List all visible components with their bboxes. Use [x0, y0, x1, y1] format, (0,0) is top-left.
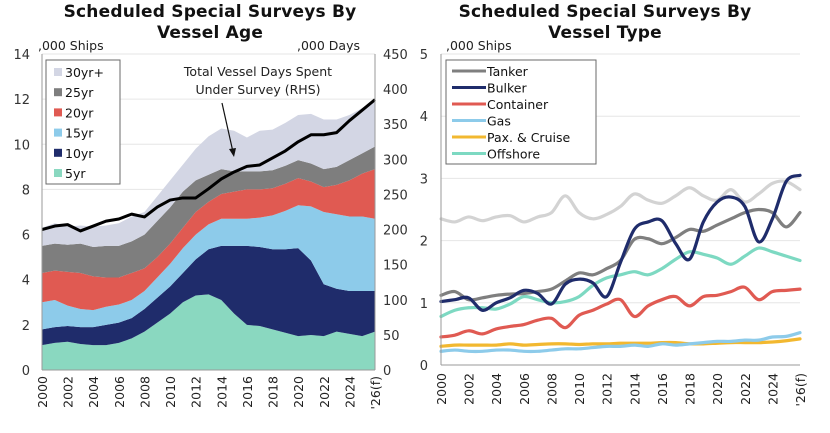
y-tick-label: 0 [420, 359, 428, 374]
y2-tick-label: 300 [383, 153, 408, 168]
x-tick-label: 2018 [266, 376, 281, 408]
y-tick-label: 3 [420, 172, 428, 187]
area-15yr [42, 205, 375, 330]
y-tick-label: 2 [22, 319, 30, 334]
annotation-text: Total Vessel Days Spent [183, 64, 332, 79]
y2-tick-label: 350 [383, 118, 408, 133]
legend-box [445, 59, 597, 165]
chart-title-text: Scheduled Special Surveys By Vessel Type [458, 2, 752, 43]
area-20yr [42, 169, 375, 311]
y2-tick-label: 100 [383, 294, 408, 309]
y-tick-label: 14 [13, 48, 30, 63]
y-tick-label: 12 [13, 93, 30, 108]
legend-label: Pax. & Cruise [487, 130, 570, 145]
x-tick-label: 2022 [738, 373, 753, 405]
y-tick-label: 0 [22, 364, 30, 379]
y2-tick-label: 200 [383, 224, 408, 239]
area-10yr [42, 245, 375, 346]
x-tick-label: 2012 [189, 376, 204, 408]
legend-label: 10yr [65, 146, 94, 161]
line-offshore [439, 246, 802, 319]
x-tick-label: 2008 [544, 373, 559, 405]
y-tick-label: 8 [22, 183, 30, 198]
legend-label: 25yr [65, 85, 94, 100]
x-tick-label: '26(f) [368, 376, 383, 410]
x-tick-label: 2002 [462, 373, 477, 405]
x-tick-label: 2004 [489, 373, 504, 405]
chart-title-vessel-age: Scheduled Special Surveys By Vessel Age [40, 2, 380, 44]
chart-title-vessel-type: Scheduled Special Surveys By Vessel Type [440, 2, 770, 44]
total-days-line [41, 98, 376, 233]
x-tick-label: 2024 [342, 376, 357, 408]
y2-tick-label: 250 [383, 188, 408, 203]
y2-tick-label: 50 [383, 329, 400, 344]
y2-tick-label: 150 [383, 259, 408, 274]
annotation-arrow-line [221, 102, 234, 153]
x-tick-label: 2002 [61, 376, 76, 408]
x-tick-label: 2000 [35, 376, 50, 408]
line-bulker [439, 173, 802, 312]
y-tick-label: 5 [420, 48, 428, 63]
line-pax-cruise [439, 337, 802, 348]
x-tick-label: 2008 [137, 376, 152, 408]
chart-title-text: Scheduled Special Surveys By Vessel Age [63, 2, 357, 43]
line-container [439, 285, 802, 339]
legend-box [45, 59, 121, 185]
area-25yr [42, 146, 375, 278]
x-tick-label: 2014 [214, 376, 229, 408]
legend-label: Tanker [486, 64, 529, 79]
y-tick-label: 2 [420, 235, 428, 250]
y-tick-label: 4 [420, 110, 428, 125]
x-tick-label: 2018 [683, 373, 698, 405]
legend-label: Offshore [487, 147, 540, 162]
type-y-unit: ,000 Ships [446, 38, 512, 53]
x-tick-label: 2010 [163, 376, 178, 408]
legend-swatch [54, 68, 62, 76]
legend-swatch [54, 169, 62, 177]
x-tick-label: 2024 [765, 373, 780, 405]
legend-label: Bulker [487, 81, 527, 96]
y2-tick-label: 0 [383, 364, 391, 379]
x-tick-label: '26(f) [793, 373, 808, 407]
annotation-arrow-head [229, 148, 236, 157]
x-tick-label: 2006 [517, 373, 532, 405]
y-tick-label: 1 [420, 297, 428, 312]
right-y-unit: ,000 Days [297, 38, 361, 53]
legend-swatch [54, 148, 62, 157]
x-tick-label: 2010 [572, 373, 587, 405]
x-tick-label: 2006 [112, 376, 127, 408]
legend-swatch [54, 108, 62, 117]
area-30yr- [42, 99, 375, 247]
annotation-text: Under Survey (RHS) [195, 82, 320, 97]
y-tick-label: 10 [13, 138, 30, 153]
legend-label: Container [487, 97, 549, 112]
x-tick-label: 2016 [240, 376, 255, 408]
x-tick-label: 2022 [317, 376, 332, 408]
line-gas [439, 331, 802, 354]
x-tick-label: 2000 [434, 373, 449, 405]
line-unlabeled [439, 179, 802, 224]
x-tick-label: 2020 [710, 373, 725, 405]
legend-label: 15yr [65, 126, 94, 141]
x-tick-label: 2014 [627, 373, 642, 405]
legend-label: 30yr+ [65, 65, 104, 80]
left-y-unit: ,000 Ships [38, 38, 104, 53]
legend-label: Gas [487, 114, 511, 129]
legend-label: 5yr [65, 166, 86, 181]
y-tick-label: 6 [22, 229, 30, 244]
y-tick-label: 4 [22, 274, 30, 289]
legend-swatch [54, 128, 62, 137]
x-tick-label: 2012 [600, 373, 615, 405]
x-tick-label: 2016 [655, 373, 670, 405]
x-tick-label: 2004 [86, 376, 101, 408]
y2-tick-label: 450 [383, 48, 408, 63]
legend-swatch [54, 88, 62, 97]
area-5yr [42, 294, 375, 370]
y2-tick-label: 400 [383, 83, 408, 98]
legend-label: 20yr [65, 105, 94, 120]
x-tick-label: 2020 [291, 376, 306, 408]
